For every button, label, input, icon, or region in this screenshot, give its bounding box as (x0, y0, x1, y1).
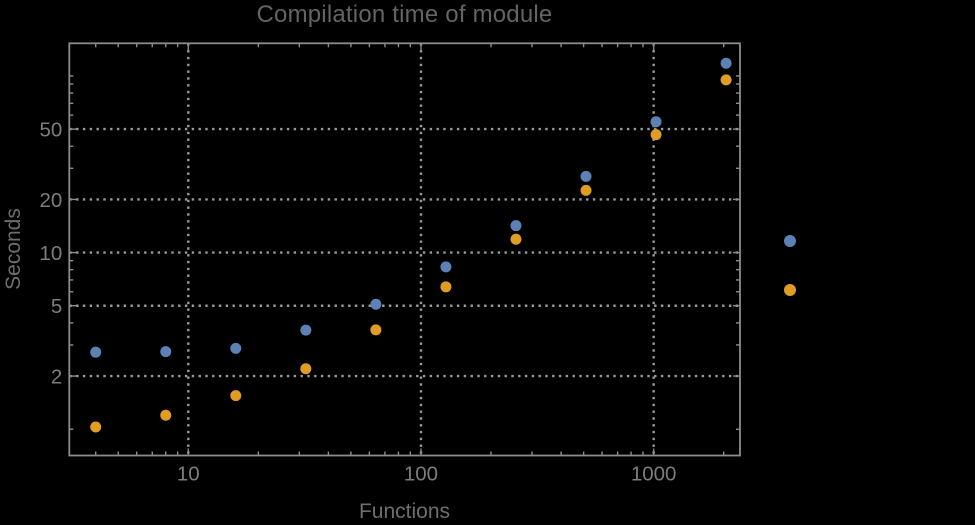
data-point-series-1 (160, 346, 172, 358)
chart-title: Compilation time of module (256, 1, 553, 28)
data-point-series-2 (370, 324, 382, 336)
data-point-series-1 (230, 342, 242, 354)
data-point-series-2 (510, 233, 522, 245)
x-tick-label: 1000 (631, 463, 677, 486)
data-point-series-1 (580, 170, 592, 182)
x-tick-label: 100 (404, 463, 438, 486)
data-point-series-2 (160, 409, 172, 421)
data-point-series-2 (440, 281, 452, 293)
data-point-series-2 (300, 363, 312, 375)
data-point-series-1 (370, 298, 382, 310)
data-point-series-1 (90, 346, 102, 358)
legend-marker-series-2 (784, 284, 796, 296)
data-point-series-1 (510, 220, 522, 232)
y-tick-label: 5 (51, 295, 62, 318)
data-point-series-1 (720, 57, 732, 69)
data-point-series-1 (300, 324, 312, 336)
plot-frame (68, 42, 741, 457)
legend-marker-series-1 (784, 235, 796, 247)
data-point-series-2 (580, 184, 592, 196)
y-tick-label: 10 (39, 242, 62, 265)
data-point-series-2 (90, 421, 102, 433)
data-point-series-2 (720, 74, 732, 86)
y-tick-label: 2 (51, 365, 62, 388)
data-point-series-2 (230, 390, 242, 402)
x-axis-label: Functions (358, 500, 451, 523)
y-tick-label: 50 (39, 118, 62, 141)
x-tick-label: 10 (177, 463, 200, 486)
data-point-series-1 (440, 261, 452, 273)
y-tick-label: 20 (39, 189, 62, 212)
data-point-series-2 (650, 129, 662, 141)
data-point-series-1 (650, 116, 662, 128)
